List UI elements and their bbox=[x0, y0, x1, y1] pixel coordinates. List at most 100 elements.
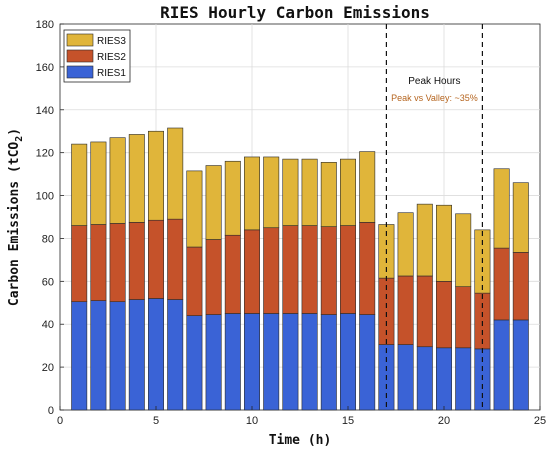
bar-ries3-h21 bbox=[455, 213, 472, 287]
y-tick-label: 180 bbox=[36, 19, 54, 31]
bar-ries3-h16 bbox=[359, 151, 376, 223]
bar-ries1-h9 bbox=[224, 313, 241, 411]
bar-ries2-h10 bbox=[244, 229, 260, 314]
bar-ries2-h7 bbox=[186, 246, 203, 316]
peak-lines bbox=[385, 24, 483, 410]
x-tick-label: 25 bbox=[534, 415, 546, 427]
chart-title: RIES Hourly Carbon Emissions bbox=[160, 3, 430, 22]
bar-ries3-h4 bbox=[128, 134, 145, 223]
bar-ries2-h21 bbox=[455, 286, 472, 349]
bar-ries1-h20 bbox=[436, 347, 452, 411]
bar-ries2-h12 bbox=[282, 225, 299, 314]
bar-ries1-h6 bbox=[167, 299, 184, 411]
bar-ries1-h23 bbox=[493, 319, 510, 411]
y-tick-label: 60 bbox=[42, 276, 54, 288]
y-axis-label-main: Carbon Emissions (tCO bbox=[7, 142, 22, 307]
bar-ries3-h9 bbox=[224, 160, 241, 236]
bar-ries3-h3 bbox=[109, 137, 126, 224]
bar-ries1-h24 bbox=[512, 319, 529, 411]
bar-ries3-h6 bbox=[167, 127, 184, 220]
y-tick-label: 80 bbox=[42, 233, 54, 245]
legend-swatch-ries3 bbox=[66, 33, 94, 47]
bar-ries2-h15 bbox=[340, 225, 356, 314]
bar-ries3-h1 bbox=[71, 143, 88, 226]
bar-ries3-h7 bbox=[186, 170, 203, 248]
bar-ries2-h3 bbox=[109, 223, 126, 303]
bar-ries2-h6 bbox=[167, 218, 184, 300]
bar-ries1-h11 bbox=[263, 313, 280, 411]
y-tick-label: 20 bbox=[42, 362, 54, 374]
x-tick-label: 5 bbox=[153, 415, 159, 427]
bar-ries1-h10 bbox=[244, 313, 260, 411]
bar-ries1-h14 bbox=[320, 314, 337, 411]
bar-ries2-h18 bbox=[397, 275, 414, 345]
bar-ries2-h13 bbox=[301, 225, 318, 314]
bar-ries1-h8 bbox=[205, 314, 222, 411]
bar-ries1-h2 bbox=[90, 300, 107, 411]
bars-group bbox=[71, 127, 529, 411]
bar-ries1-h21 bbox=[455, 347, 472, 411]
y-axis-label: Carbon Emissions (tCO2) bbox=[7, 128, 25, 306]
x-axis-label: Time (h) bbox=[269, 433, 332, 448]
x-tick-label: 0 bbox=[57, 415, 63, 427]
bar-ries3-h11 bbox=[263, 156, 280, 229]
bar-ries3-h8 bbox=[205, 165, 222, 240]
y-tick-label: 140 bbox=[36, 105, 54, 117]
bar-ries1-h7 bbox=[186, 315, 203, 411]
bar-ries2-h14 bbox=[320, 226, 337, 315]
bar-ries1-h15 bbox=[340, 313, 356, 411]
bar-ries1-h13 bbox=[301, 313, 318, 411]
peak-hours-annotation: Peak Hours bbox=[408, 76, 460, 87]
bar-ries1-h19 bbox=[416, 346, 433, 411]
bar-ries3-h14 bbox=[320, 162, 337, 227]
bar-ries2-h2 bbox=[90, 224, 107, 301]
x-tick-label: 20 bbox=[438, 415, 450, 427]
bar-ries2-h16 bbox=[359, 222, 376, 315]
peak-vs-valley-annotation: Peak vs Valley: ~35% bbox=[391, 93, 478, 103]
bar-ries3-h18 bbox=[397, 212, 414, 277]
legend-swatch-ries1 bbox=[66, 65, 94, 79]
bar-ries2-h5 bbox=[148, 219, 164, 299]
x-tick-label: 10 bbox=[246, 415, 258, 427]
bar-ries1-h5 bbox=[148, 298, 164, 411]
bar-ries3-h12 bbox=[282, 158, 299, 226]
legend-label-ries2: RIES2 bbox=[97, 52, 126, 63]
legend-label-ries3: RIES3 bbox=[97, 36, 126, 47]
bar-ries2-h11 bbox=[263, 227, 280, 314]
bar-ries1-h12 bbox=[282, 313, 299, 411]
bar-ries3-h2 bbox=[90, 141, 107, 225]
bar-ries1-h3 bbox=[109, 301, 126, 411]
bar-ries3-h13 bbox=[301, 158, 318, 226]
y-tick-label: 100 bbox=[36, 191, 54, 203]
y-tick-label: 40 bbox=[42, 319, 54, 331]
y-tick-label: 120 bbox=[36, 148, 54, 160]
x-axis-ticks: 0 5 10 15 20 25 bbox=[57, 406, 546, 427]
bar-ries3-h20 bbox=[436, 204, 452, 282]
bar-ries3-h10 bbox=[244, 156, 260, 231]
bar-ries3-h15 bbox=[340, 158, 356, 226]
bar-ries2-h23 bbox=[493, 247, 510, 321]
y-tick-label: 0 bbox=[48, 405, 54, 417]
x-tick-label: 15 bbox=[342, 415, 354, 427]
bar-ries1-h18 bbox=[397, 344, 414, 411]
y-axis-label-subscript: 2 bbox=[14, 136, 25, 142]
legend: RIES3 RIES2 RIES1 bbox=[63, 29, 131, 83]
bar-ries2-h8 bbox=[205, 239, 222, 315]
bar-ries3-h24 bbox=[512, 182, 529, 253]
bar-ries3-h5 bbox=[148, 130, 164, 221]
y-tick-label: 160 bbox=[36, 62, 54, 74]
legend-label-ries1: RIES1 bbox=[97, 68, 126, 79]
bar-ries1-h4 bbox=[128, 299, 145, 411]
bar-ries1-h16 bbox=[359, 314, 376, 411]
y-axis-label-close: ) bbox=[7, 128, 22, 136]
bar-ries2-h1 bbox=[71, 225, 88, 303]
bar-ries1-h1 bbox=[71, 301, 88, 411]
bar-ries2-h20 bbox=[436, 281, 452, 349]
bar-ries2-h19 bbox=[416, 275, 433, 348]
bar-ries2-h4 bbox=[128, 222, 145, 300]
bar-ries3-h19 bbox=[416, 203, 433, 277]
bar-ries2-h9 bbox=[224, 234, 241, 314]
bar-ries2-h24 bbox=[512, 252, 529, 321]
